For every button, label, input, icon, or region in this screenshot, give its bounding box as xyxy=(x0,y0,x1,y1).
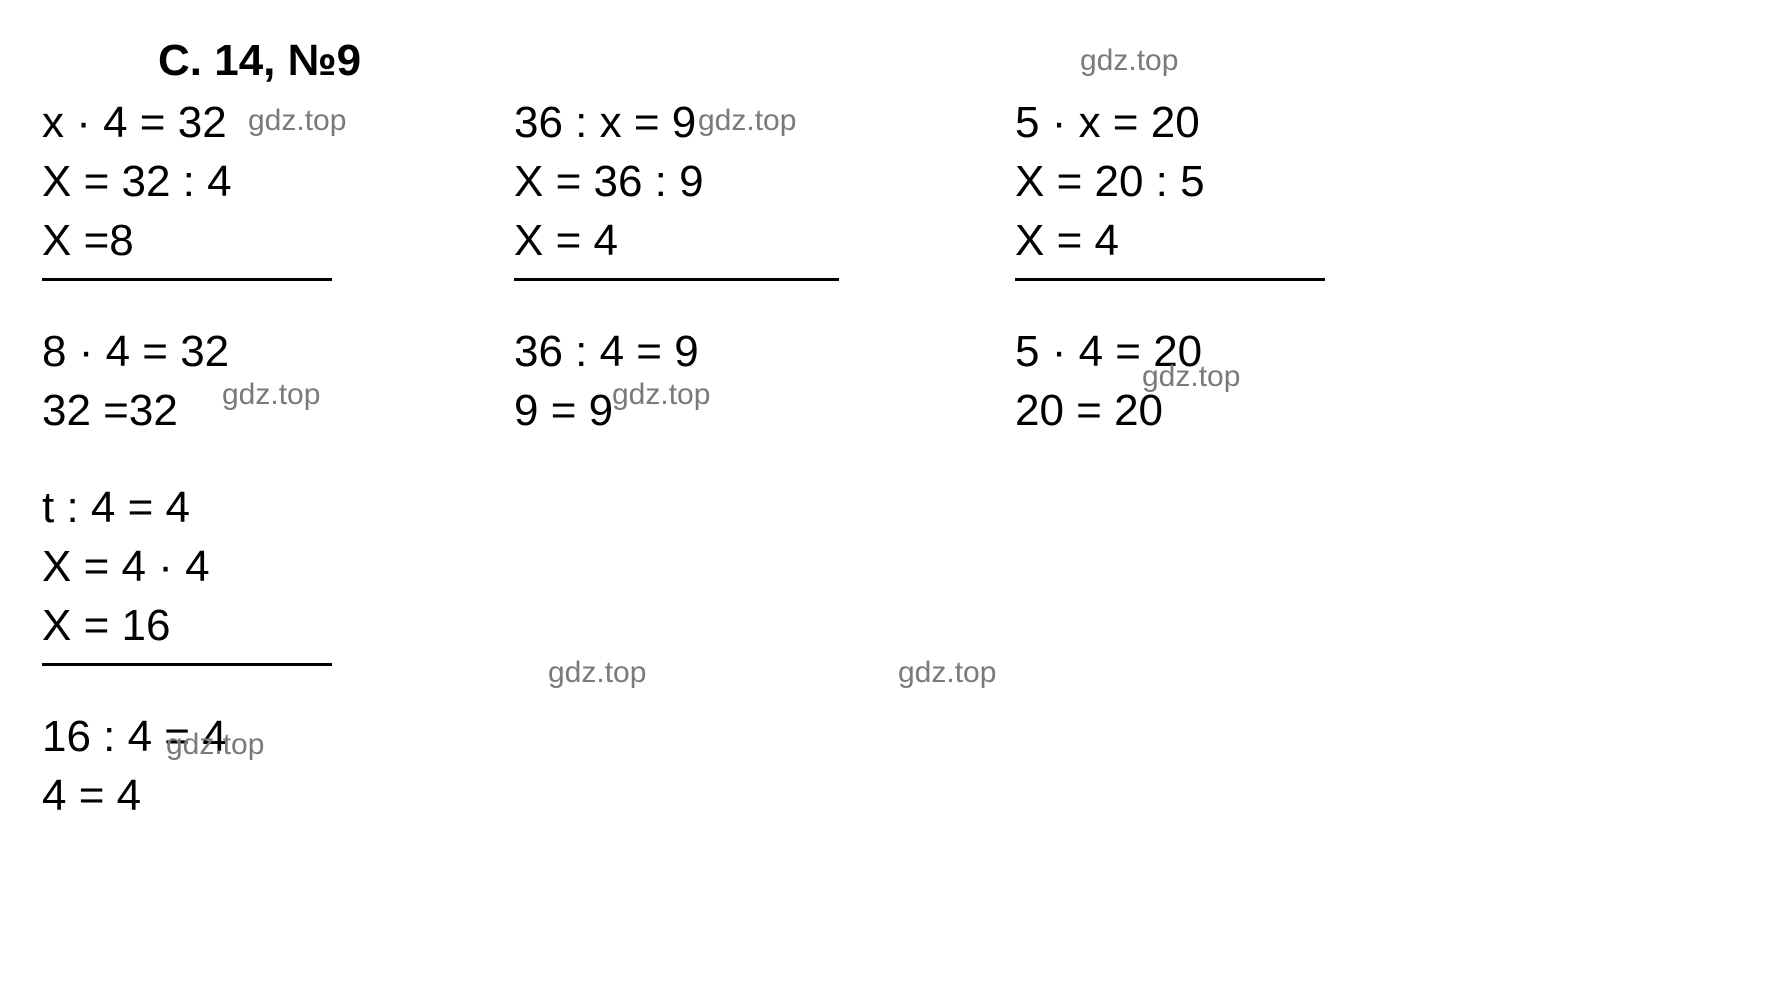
page-title: С. 14, №9 xyxy=(158,36,361,86)
watermark: gdz.top xyxy=(612,378,710,412)
eq-line: X = 4 xyxy=(514,212,854,269)
divider xyxy=(514,278,839,281)
eq-line: 5 · x = 20 xyxy=(1015,94,1345,151)
watermark: gdz.top xyxy=(166,728,264,762)
check-line: 36 : 4 = 9 xyxy=(514,323,854,380)
watermark: gdz.top xyxy=(898,656,996,690)
watermark: gdz.top xyxy=(698,104,796,138)
watermark: gdz.top xyxy=(248,104,346,138)
divider xyxy=(1015,278,1325,281)
watermark: gdz.top xyxy=(1142,360,1240,394)
check-line: 8 · 4 = 32 xyxy=(42,323,362,380)
watermark: gdz.top xyxy=(548,656,646,690)
eq-line: X = 4 · 4 xyxy=(42,538,362,595)
watermark: gdz.top xyxy=(1080,44,1178,78)
eq-line: X = 16 xyxy=(42,597,362,654)
watermark: gdz.top xyxy=(222,378,320,412)
eq-line: X = 4 xyxy=(1015,212,1345,269)
column-1: x · 4 = 32 X = 32 : 4 X =8 8 · 4 = 32 32… xyxy=(42,92,362,826)
divider xyxy=(42,278,332,281)
eq-line: X = 36 : 9 xyxy=(514,153,854,210)
eq-line: 36 : x = 9 xyxy=(514,94,854,151)
check-line: 4 = 4 xyxy=(42,767,362,824)
eq-line: t : 4 = 4 xyxy=(42,479,362,536)
divider xyxy=(42,663,332,666)
eq-line: X = 32 : 4 xyxy=(42,153,362,210)
eq-line: X = 20 : 5 xyxy=(1015,153,1345,210)
eq-line: X =8 xyxy=(42,212,362,269)
